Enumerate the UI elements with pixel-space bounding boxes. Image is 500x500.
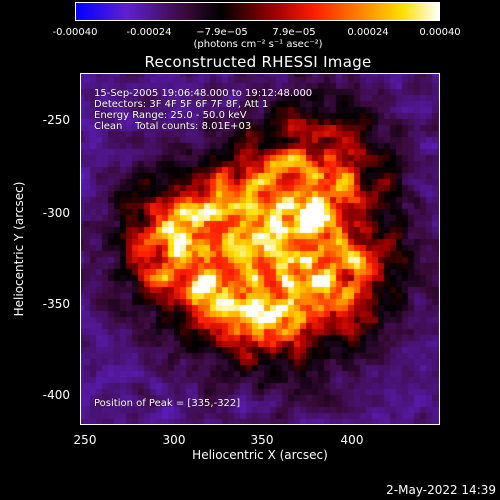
timestamp: 2-May-2022 14:39 — [386, 483, 496, 497]
colorbar-tick: 0.00024 — [347, 27, 389, 38]
info-peak: Position of Peak = [335,-322] — [94, 398, 241, 409]
colorbar-tick: -0.00040 — [52, 27, 98, 38]
colorbar-unit: (photons cm⁻² s⁻¹ asec⁻²) — [193, 39, 323, 50]
info-clean: Clean Total counts: 8.01E+03 — [94, 121, 252, 132]
rhessi-image — [80, 73, 440, 425]
info-energy: Energy Range: 25.0 - 50.0 keV — [94, 110, 247, 121]
x-tick-label: 400 — [340, 433, 364, 447]
y-axis-label: Heliocentric Y (arcsec) — [12, 181, 26, 317]
x-tick-label: 250 — [73, 433, 97, 447]
x-axis-label: Heliocentric X (arcsec) — [192, 448, 328, 462]
x-tick-label: 350 — [250, 433, 274, 447]
plot-title: Reconstructed RHESSI Image — [144, 53, 372, 71]
y-tick-label: -250 — [42, 113, 70, 127]
image-canvas — [81, 74, 439, 424]
colorbar-tick: 0.00040 — [419, 27, 461, 38]
y-tick-label: -300 — [42, 206, 70, 220]
y-tick-label: -400 — [42, 388, 70, 402]
colorbar — [75, 2, 440, 21]
info-detectors: Detectors: 3F 4F 5F 6F 7F 8F, Att 1 — [94, 99, 269, 110]
x-tick-label: 300 — [162, 433, 186, 447]
info-time: 15-Sep-2005 19:06:48.000 to 19:12:48.000 — [94, 88, 313, 99]
colorbar-tick: −7.9e−05 — [196, 27, 248, 38]
y-tick-label: -350 — [42, 297, 70, 311]
colorbar-tick: 7.9e−05 — [272, 27, 316, 38]
colorbar-tick: -0.00024 — [126, 27, 172, 38]
